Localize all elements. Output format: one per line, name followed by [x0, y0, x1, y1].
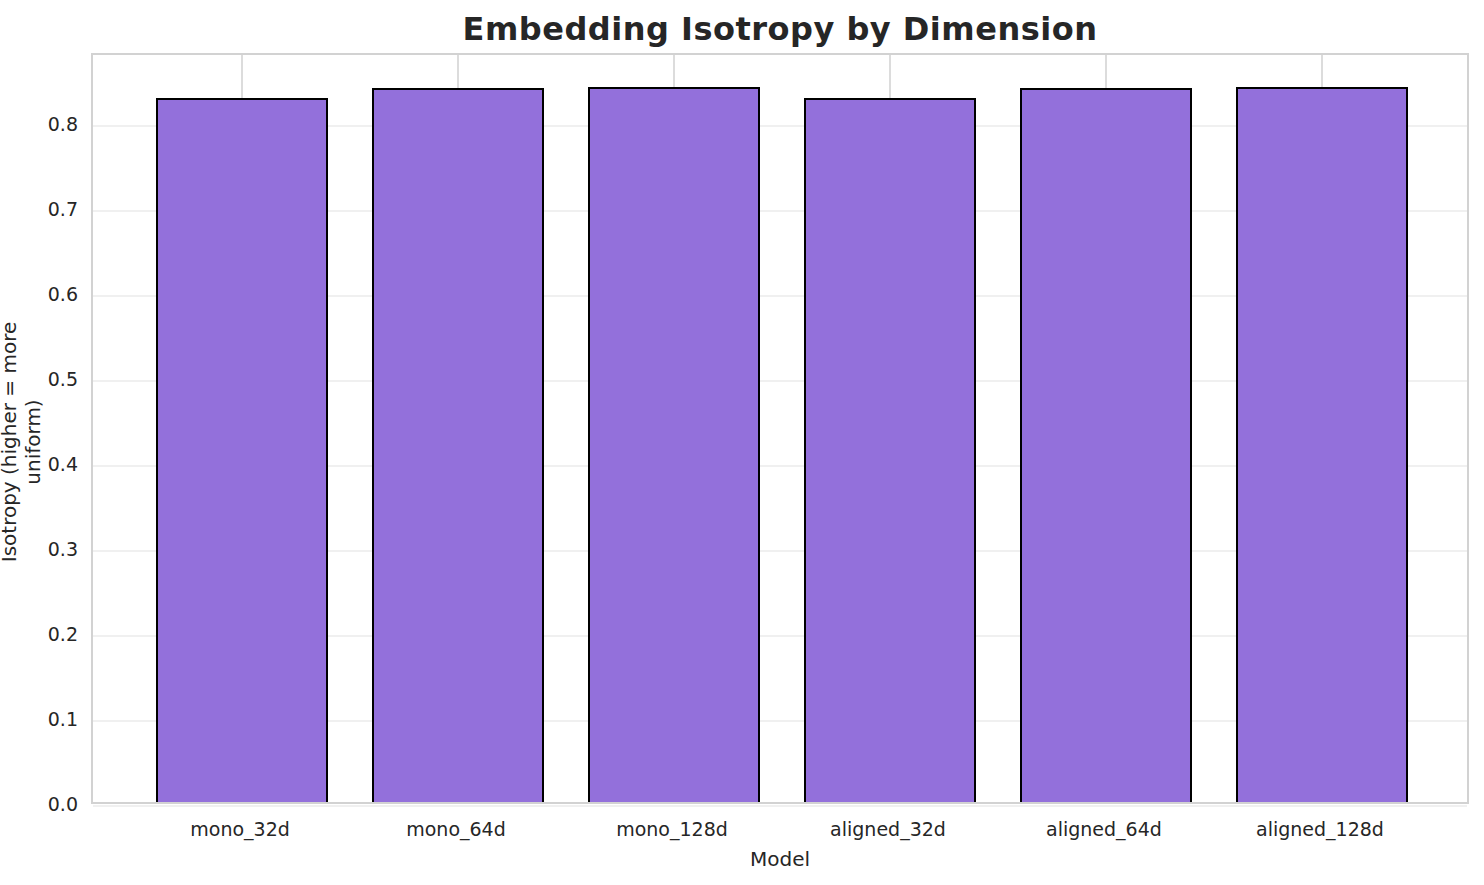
y-tick-label: 0.7	[0, 197, 78, 221]
y-tick-label: 0.2	[0, 622, 78, 646]
bar-aligned_64d	[1020, 88, 1193, 802]
x-tick-label-aligned_32d: aligned_32d	[778, 817, 998, 841]
bar-mono_128d	[588, 87, 761, 802]
chart-title: Embedding Isotropy by Dimension	[91, 10, 1469, 48]
x-tick-label-aligned_64d: aligned_64d	[994, 817, 1214, 841]
x-tick-label-aligned_128d: aligned_128d	[1210, 817, 1430, 841]
y-tick-label: 0.0	[0, 792, 78, 816]
y-tick-label: 0.4	[0, 452, 78, 476]
y-tick-label: 0.5	[0, 367, 78, 391]
x-tick-label-mono_128d: mono_128d	[562, 817, 782, 841]
y-tick-label: 0.6	[0, 282, 78, 306]
bar-aligned_32d	[804, 98, 977, 802]
bar-mono_64d	[372, 88, 545, 802]
y-tick-label: 0.8	[0, 112, 78, 136]
gridline-horizontal	[93, 805, 1467, 807]
bar-mono_32d	[156, 98, 329, 802]
x-tick-label-mono_64d: mono_64d	[346, 817, 566, 841]
y-tick-label: 0.3	[0, 537, 78, 561]
plot-area	[91, 53, 1469, 804]
x-tick-label-mono_32d: mono_32d	[130, 817, 350, 841]
x-axis-label: Model	[91, 847, 1469, 871]
figure-canvas: Embedding Isotropy by Dimension Isotropy…	[0, 0, 1484, 885]
bar-aligned_128d	[1236, 87, 1409, 802]
y-tick-label: 0.1	[0, 707, 78, 731]
